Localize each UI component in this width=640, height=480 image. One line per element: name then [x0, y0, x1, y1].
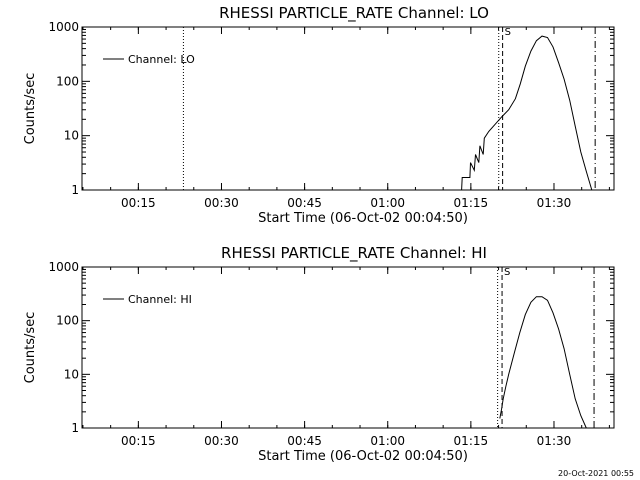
y-tick-label: 1: [71, 183, 79, 197]
plot-frame: [81, 266, 615, 429]
y-axis-label: Counts/sec: [23, 73, 38, 145]
x-tick-label: 00:15: [121, 196, 156, 210]
series-line: [461, 35, 593, 191]
chart-panel-2: RHESSI PARTICLE_RATE Channel: HI 00:15 00:…: [23, 244, 615, 464]
y-tick-label: 1000: [48, 260, 79, 274]
chart-title: RHESSI PARTICLE_RATE Channel: LO: [219, 4, 489, 23]
y-tick-label: 1000: [48, 20, 79, 34]
series-line: [499, 296, 587, 429]
x-axis-label: Start Time (06-Oct-02 00:04:50): [258, 449, 468, 464]
chart-title: RHESSI PARTICLE_RATE Channel: HI: [221, 244, 487, 263]
y-tick-label: 1: [71, 421, 79, 435]
legend-label: Channel: LO: [128, 53, 195, 66]
legend-label: Channel: HI: [128, 293, 192, 306]
x-tick-label: 00:45: [287, 196, 322, 210]
x-tick-label: 00:30: [204, 196, 239, 210]
y-tick-label: 10: [64, 367, 79, 381]
vertical-marker-label: S: [504, 267, 510, 278]
x-tick-label: 00:30: [204, 434, 239, 448]
x-tick-label: 01:30: [537, 196, 572, 210]
x-tick-label: 01:00: [370, 434, 405, 448]
x-tick-label: 01:30: [537, 434, 572, 448]
y-tick-label: 100: [56, 314, 79, 328]
y-axis-label: Counts/sec: [23, 312, 38, 384]
y-tick-label: 100: [56, 74, 79, 88]
plot-frame: [81, 26, 615, 191]
chart-panel-1: RHESSI PARTICLE_RATE Channel: LO 00:15 00:…: [23, 4, 615, 226]
footer-timestamp: 20-Oct-2021 00:55: [558, 469, 634, 478]
vertical-marker-label: S: [505, 27, 511, 38]
y-tick-label: 10: [64, 129, 79, 143]
x-tick-label: 01:00: [370, 196, 405, 210]
x-axis-label: Start Time (06-Oct-02 00:04:50): [258, 211, 468, 226]
x-tick-label: 00:45: [287, 434, 322, 448]
x-tick-label: 01:15: [454, 434, 489, 448]
x-tick-label: 00:15: [121, 434, 156, 448]
x-tick-label: 01:15: [454, 196, 489, 210]
